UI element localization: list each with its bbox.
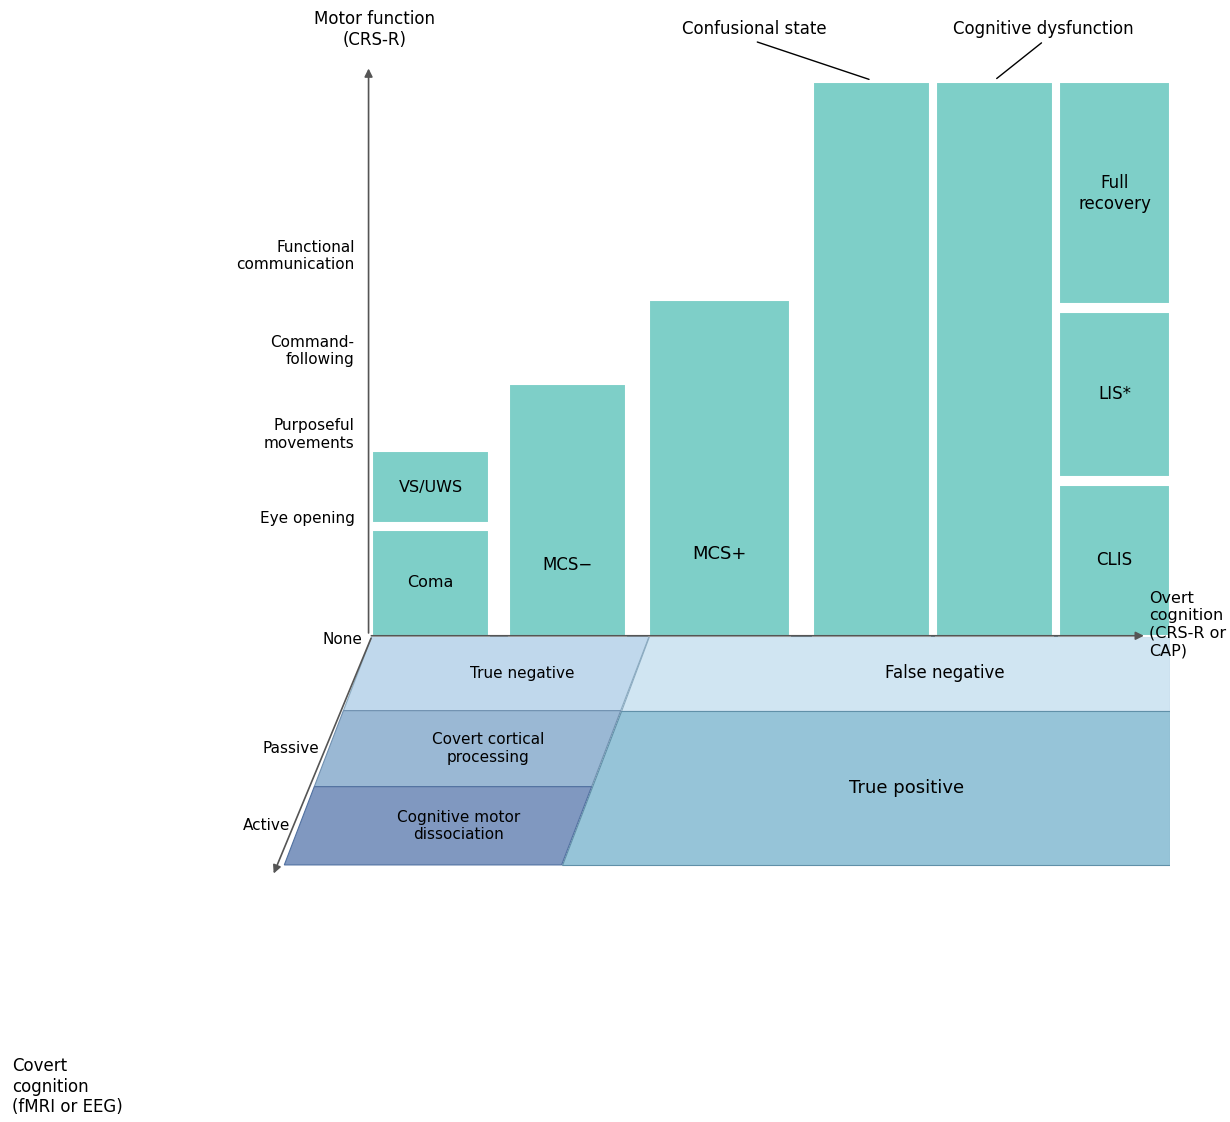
Bar [1059, 312, 1170, 477]
Bar [813, 83, 930, 636]
Text: VS/UWS: VS/UWS [399, 479, 462, 495]
Text: MCS−: MCS− [542, 557, 593, 574]
Text: Covert cortical
processing: Covert cortical processing [432, 733, 544, 765]
Text: False negative: False negative [886, 664, 1005, 682]
Bar [371, 530, 490, 636]
Polygon shape [315, 710, 621, 787]
Text: Motor function
(CRS-R): Motor function (CRS-R) [314, 10, 435, 49]
Text: Cognitive motor
dissociation: Cognitive motor dissociation [397, 810, 520, 842]
Text: Purposeful
movements: Purposeful movements [263, 419, 354, 451]
Text: True positive: True positive [850, 779, 964, 797]
Bar [936, 83, 1053, 636]
Bar [371, 451, 490, 523]
Text: MCS+: MCS+ [692, 545, 747, 563]
Text: Eye opening: Eye opening [260, 511, 354, 526]
Text: Command-
following: Command- following [271, 334, 354, 367]
Text: Coma: Coma [407, 576, 454, 590]
Text: Passive: Passive [263, 742, 320, 756]
Bar [509, 384, 626, 636]
Text: Overt
cognition
(CRS-R or
CAP): Overt cognition (CRS-R or CAP) [1149, 591, 1226, 659]
Text: Confusional state: Confusional state [683, 20, 827, 38]
Text: Full
recovery: Full recovery [1077, 174, 1151, 212]
Polygon shape [343, 636, 649, 710]
Polygon shape [562, 710, 1170, 865]
Polygon shape [621, 636, 1170, 710]
Bar [1059, 83, 1170, 304]
Polygon shape [284, 787, 592, 865]
Bar [1059, 485, 1170, 636]
Text: True negative: True negative [470, 665, 574, 681]
Bar [649, 301, 790, 636]
Text: LIS*: LIS* [1098, 385, 1130, 403]
Text: Active: Active [242, 818, 290, 834]
Text: None: None [322, 632, 363, 646]
Text: Functional
communication: Functional communication [236, 239, 354, 272]
Text: Cognitive dysfunction: Cognitive dysfunction [953, 20, 1134, 38]
Text: CLIS: CLIS [1096, 551, 1133, 569]
Text: Covert
cognition
(fMRI or EEG): Covert cognition (fMRI or EEG) [12, 1057, 123, 1116]
